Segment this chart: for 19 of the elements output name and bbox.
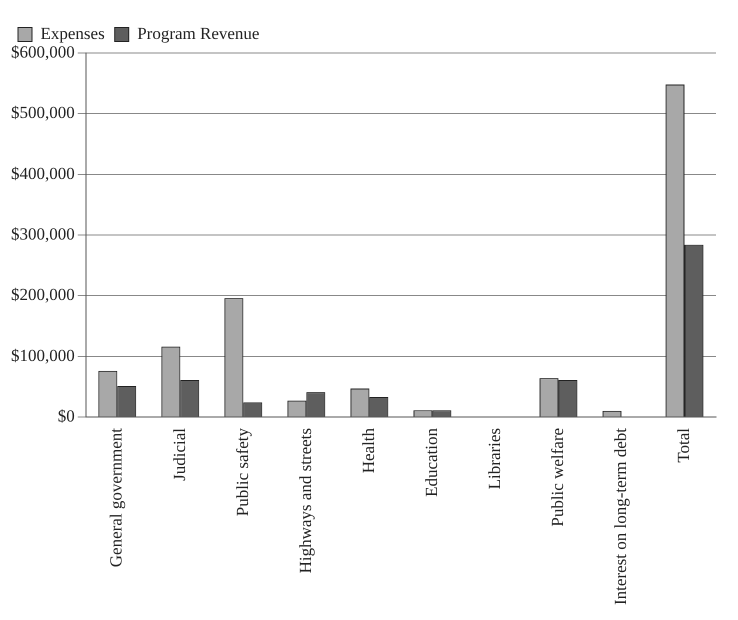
x-tick-label: Education: [422, 427, 441, 497]
y-tick-label: $100,000: [11, 346, 75, 365]
x-tick-label: Libraries: [484, 428, 504, 490]
legend-label: Program Revenue: [137, 24, 260, 43]
x-tick-label: Highways and streets: [296, 428, 315, 574]
y-tick-label: $0: [58, 406, 75, 426]
x-tick-label: Public welfare: [548, 428, 567, 527]
x-tick-label: General government: [106, 428, 126, 568]
x-tick-label: Judicial: [170, 428, 189, 481]
y-tick-label: $500,000: [11, 103, 75, 122]
y-tick-label: $400,000: [11, 164, 75, 183]
x-tick-label: Public safety: [232, 427, 252, 516]
x-tick-label: Total: [674, 428, 693, 463]
legend-label: Expenses: [40, 24, 105, 43]
y-tick-label: $300,000: [11, 224, 75, 244]
x-tick-label: Health: [358, 427, 378, 474]
x-tick-label: Interest on long-term debt: [610, 428, 630, 605]
y-tick-label: $600,000: [11, 42, 75, 62]
y-tick-label: $200,000: [11, 285, 75, 304]
